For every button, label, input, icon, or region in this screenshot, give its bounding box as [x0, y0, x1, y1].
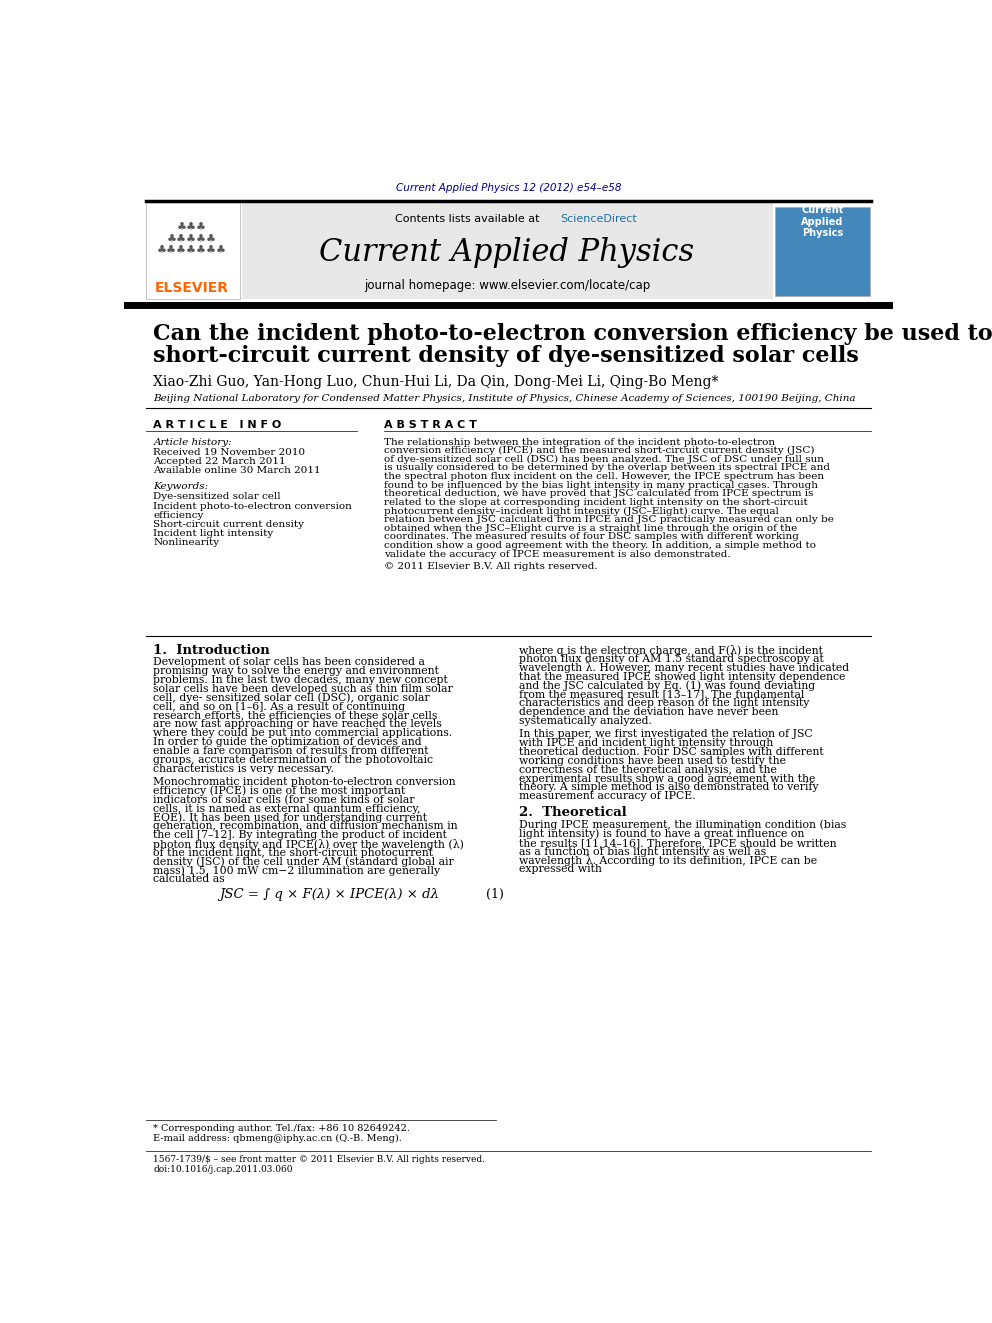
Text: Dye-sensitized solar cell: Dye-sensitized solar cell	[154, 492, 281, 501]
Text: A R T I C L E   I N F O: A R T I C L E I N F O	[154, 421, 282, 430]
Text: efficiency: efficiency	[154, 511, 203, 520]
Text: Available online 30 March 2011: Available online 30 March 2011	[154, 466, 321, 475]
Text: characteristics is very necessary.: characteristics is very necessary.	[154, 763, 334, 774]
Text: related to the slope at corresponding incident light intensity on the short-circ: related to the slope at corresponding in…	[384, 497, 807, 507]
Text: The relationship between the integration of the incident photo-to-electron: The relationship between the integration…	[384, 438, 775, 447]
Text: systematically analyzed.: systematically analyzed.	[519, 716, 652, 726]
Text: efficiency (IPCE) is one of the most important: efficiency (IPCE) is one of the most imp…	[154, 786, 406, 796]
Text: groups, accurate determination of the photovoltaic: groups, accurate determination of the ph…	[154, 754, 434, 765]
Text: and the JSC calculated by Eq. (1) was found deviating: and the JSC calculated by Eq. (1) was fo…	[519, 680, 815, 691]
Text: the spectral photon flux incident on the cell. However, the IPCE spectrum has be: the spectral photon flux incident on the…	[384, 472, 823, 482]
FancyBboxPatch shape	[146, 202, 240, 299]
Text: In this paper, we first investigated the relation of JSC: In this paper, we first investigated the…	[519, 729, 812, 740]
Text: (1): (1)	[486, 888, 504, 901]
Text: relation between JSC calculated from IPCE and JSC practically measured can only : relation between JSC calculated from IPC…	[384, 515, 833, 524]
Text: Current
Applied
Physics: Current Applied Physics	[802, 205, 843, 238]
Text: is usually considered to be determined by the overlap between its spectral IPCE : is usually considered to be determined b…	[384, 463, 829, 472]
Text: conversion efficiency (IPCE) and the measured short-circuit current density (JSC: conversion efficiency (IPCE) and the mea…	[384, 446, 814, 455]
Text: cell, dye- sensitized solar cell (DSC), organic solar: cell, dye- sensitized solar cell (DSC), …	[154, 692, 431, 703]
Text: doi:10.1016/j.cap.2011.03.060: doi:10.1016/j.cap.2011.03.060	[154, 1164, 293, 1174]
Text: promising way to solve the energy and environment: promising way to solve the energy and en…	[154, 667, 439, 676]
Text: where they could be put into commercial applications.: where they could be put into commercial …	[154, 728, 452, 738]
Text: Current Applied Physics 12 (2012) e54–e58: Current Applied Physics 12 (2012) e54–e5…	[396, 183, 621, 193]
Text: of the incident light, the short-circuit photocurrent: of the incident light, the short-circuit…	[154, 848, 434, 857]
Text: photocurrent density–incident light intensity (JSC–Elight) curve. The equal: photocurrent density–incident light inte…	[384, 507, 779, 516]
Text: are now fast approaching or have reached the levels: are now fast approaching or have reached…	[154, 720, 442, 729]
Text: 1567-1739/$ – see front matter © 2011 Elsevier B.V. All rights reserved.: 1567-1739/$ – see front matter © 2011 El…	[154, 1155, 485, 1164]
Text: Received 19 November 2010: Received 19 November 2010	[154, 447, 306, 456]
Text: expressed with: expressed with	[519, 864, 602, 875]
Text: validate the accuracy of IPCE measurement is also demonstrated.: validate the accuracy of IPCE measuremen…	[384, 550, 730, 558]
Text: calculated as: calculated as	[154, 875, 225, 885]
Text: ♣♣♣
♣♣♣♣♣
♣♣♣♣♣♣♣: ♣♣♣ ♣♣♣♣♣ ♣♣♣♣♣♣♣	[157, 224, 227, 257]
Text: Accepted 22 March 2011: Accepted 22 March 2011	[154, 456, 286, 466]
Text: cells, it is named as external quantum efficiency,: cells, it is named as external quantum e…	[154, 803, 421, 814]
Text: EQE). It has been used for understanding current: EQE). It has been used for understanding…	[154, 812, 428, 823]
Text: Incident photo-to-electron conversion: Incident photo-to-electron conversion	[154, 501, 352, 511]
Text: wavelength λ. According to its definition, IPCE can be: wavelength λ. According to its definitio…	[519, 855, 817, 867]
Text: Monochromatic incident photon-to-electron conversion: Monochromatic incident photon-to-electro…	[154, 777, 456, 787]
Text: enable a fare comparison of results from different: enable a fare comparison of results from…	[154, 746, 429, 755]
Text: dependence and the deviation have never been: dependence and the deviation have never …	[519, 706, 779, 717]
Text: Can the incident photo-to-electron conversion efficiency be used to calculate: Can the incident photo-to-electron conve…	[154, 323, 992, 345]
Text: Xiao-Zhi Guo, Yan-Hong Luo, Chun-Hui Li, Da Qin, Dong-Mei Li, Qing-Bo Meng*: Xiao-Zhi Guo, Yan-Hong Luo, Chun-Hui Li,…	[154, 374, 719, 389]
Text: theoretical deduction. Four DSC samples with different: theoretical deduction. Four DSC samples …	[519, 747, 824, 757]
Text: coordinates. The measured results of four DSC samples with different working: coordinates. The measured results of fou…	[384, 532, 799, 541]
Text: condition show a good agreement with the theory. In addition, a simple method to: condition show a good agreement with the…	[384, 541, 815, 550]
Text: mass) 1.5, 100 mW cm−2 illumination are generally: mass) 1.5, 100 mW cm−2 illumination are …	[154, 865, 440, 876]
Text: from the measured result [13–17]. The fundamental: from the measured result [13–17]. The fu…	[519, 689, 805, 700]
Text: 2.  Theoretical: 2. Theoretical	[519, 807, 627, 819]
Text: 1.  Introduction: 1. Introduction	[154, 643, 270, 656]
Text: correctness of the theoretical analysis, and the: correctness of the theoretical analysis,…	[519, 765, 777, 775]
Text: photon flux density and IPCE(λ) over the wavelength (λ): photon flux density and IPCE(λ) over the…	[154, 839, 464, 849]
Text: problems. In the last two decades, many new concept: problems. In the last two decades, many …	[154, 675, 448, 685]
Text: Incident light intensity: Incident light intensity	[154, 529, 274, 538]
Text: Keywords:: Keywords:	[154, 483, 208, 491]
Text: that the measured IPCE showed light intensity dependence: that the measured IPCE showed light inte…	[519, 672, 845, 681]
Text: In order to guide the optimization of devices and: In order to guide the optimization of de…	[154, 737, 422, 747]
Text: wavelength λ. However, many recent studies have indicated: wavelength λ. However, many recent studi…	[519, 663, 849, 673]
Text: measurement accuracy of IPCE.: measurement accuracy of IPCE.	[519, 791, 695, 802]
Text: Short-circuit current density: Short-circuit current density	[154, 520, 305, 529]
Text: characteristics and deep reason of the light intensity: characteristics and deep reason of the l…	[519, 699, 809, 708]
Text: During IPCE measurement, the illumination condition (bias: During IPCE measurement, the illuminatio…	[519, 820, 846, 831]
Text: Current Applied Physics: Current Applied Physics	[319, 237, 694, 269]
Text: theory. A simple method is also demonstrated to verify: theory. A simple method is also demonstr…	[519, 782, 818, 792]
Text: Contents lists available at: Contents lists available at	[395, 214, 544, 224]
Text: short-circuit current density of dye-sensitized solar cells: short-circuit current density of dye-sen…	[154, 345, 859, 366]
FancyBboxPatch shape	[775, 206, 870, 296]
Text: indicators of solar cells (for some kinds of solar: indicators of solar cells (for some kind…	[154, 795, 415, 804]
Text: photon flux density of AM 1.5 standard spectroscopy at: photon flux density of AM 1.5 standard s…	[519, 654, 824, 664]
Text: where q is the electron charge, and F(λ) is the incident: where q is the electron charge, and F(λ)…	[519, 644, 823, 655]
Text: research efforts, the efficiencies of these solar cells: research efforts, the efficiencies of th…	[154, 710, 437, 721]
Text: JSC = ∫ q × F(λ) × IPCE(λ) × dλ: JSC = ∫ q × F(λ) × IPCE(λ) × dλ	[219, 888, 439, 901]
Text: Beijing National Laboratory for Condensed Matter Physics, Institute of Physics, : Beijing National Laboratory for Condense…	[154, 394, 856, 402]
Text: cell, and so on [1–6]. As a result of continuing: cell, and so on [1–6]. As a result of co…	[154, 701, 406, 712]
Text: obtained when the JSC–Elight curve is a straight line through the origin of the: obtained when the JSC–Elight curve is a …	[384, 524, 797, 533]
Text: ELSEVIER: ELSEVIER	[155, 280, 229, 295]
Text: of dye-sensitized solar cell (DSC) has been analyzed. The JSC of DSC under full : of dye-sensitized solar cell (DSC) has b…	[384, 455, 823, 464]
FancyBboxPatch shape	[242, 202, 773, 299]
Text: Nonlinearity: Nonlinearity	[154, 538, 219, 548]
Text: E-mail address: qbmeng@iphy.ac.cn (Q.-B. Meng).: E-mail address: qbmeng@iphy.ac.cn (Q.-B.…	[154, 1134, 403, 1143]
Text: ScienceDirect: ScienceDirect	[560, 214, 637, 224]
Text: * Corresponding author. Tel./fax: +86 10 82649242.: * Corresponding author. Tel./fax: +86 10…	[154, 1125, 411, 1134]
Text: experimental results show a good agreement with the: experimental results show a good agreeme…	[519, 774, 815, 783]
Text: © 2011 Elsevier B.V. All rights reserved.: © 2011 Elsevier B.V. All rights reserved…	[384, 562, 597, 572]
Text: found to be influenced by the bias light intensity in many practical cases. Thro: found to be influenced by the bias light…	[384, 480, 817, 490]
Text: light intensity) is found to have a great influence on: light intensity) is found to have a grea…	[519, 828, 805, 839]
Text: working conditions have been used to testify the: working conditions have been used to tes…	[519, 755, 787, 766]
Text: A B S T R A C T: A B S T R A C T	[384, 421, 476, 430]
Text: as a function of bias light intensity as well as: as a function of bias light intensity as…	[519, 847, 767, 857]
Text: density (JSC) of the cell under AM (standard global air: density (JSC) of the cell under AM (stan…	[154, 856, 454, 867]
Text: theoretical deduction, we have proved that JSC calculated from IPCE spectrum is: theoretical deduction, we have proved th…	[384, 490, 813, 499]
Text: Development of solar cells has been considered a: Development of solar cells has been cons…	[154, 658, 426, 667]
Text: with IPCE and incident light intensity through: with IPCE and incident light intensity t…	[519, 738, 774, 749]
Text: the results [11,14–16]. Therefore, IPCE should be written: the results [11,14–16]. Therefore, IPCE …	[519, 837, 837, 848]
Text: generation, recombination, and diffusion mechanism in: generation, recombination, and diffusion…	[154, 822, 458, 831]
Text: the cell [7–12]. By integrating the product of incident: the cell [7–12]. By integrating the prod…	[154, 831, 447, 840]
Text: solar cells have been developed such as thin film solar: solar cells have been developed such as …	[154, 684, 453, 693]
Text: journal homepage: www.elsevier.com/locate/cap: journal homepage: www.elsevier.com/locat…	[364, 279, 650, 292]
Text: Article history:: Article history:	[154, 438, 232, 447]
